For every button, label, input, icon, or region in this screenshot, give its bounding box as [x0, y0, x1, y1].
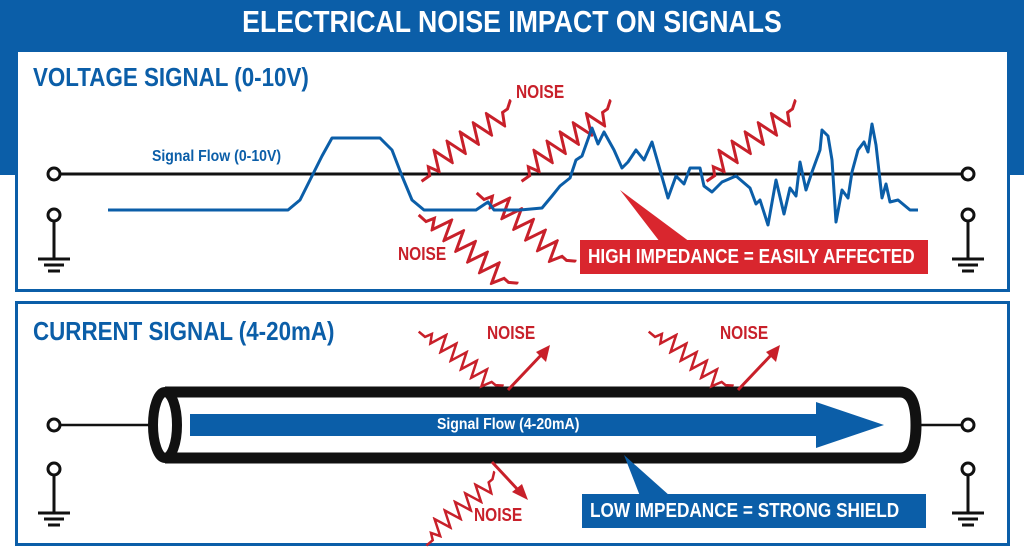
voltage-waveform [108, 122, 918, 227]
current-signal-flow-label: Signal Flow (4-20mA) [437, 416, 580, 433]
low-impedance-callout-text: LOW IMPEDANCE = STRONG SHIELD [590, 500, 900, 522]
signal-flow-arrow [190, 402, 884, 448]
low-impedance-callout: LOW IMPEDANCE = STRONG SHIELD [582, 494, 926, 528]
noise-label: NOISE [487, 323, 536, 343]
high-impedance-callout-text: HIGH IMPEDANCE = EASILY AFFECTED [588, 246, 915, 268]
current-panel-heading: CURRENT SIGNAL (4-20mA) [33, 316, 335, 346]
terminal-icon [46, 166, 62, 182]
ground-icon [952, 461, 984, 527]
callout-pointer [624, 455, 670, 496]
noise-label: NOISE [720, 323, 769, 343]
ground-icon [38, 461, 70, 527]
voltage-signal-flow-label: Signal Flow (0-10V) [152, 148, 282, 165]
terminal-icon [960, 417, 976, 433]
high-impedance-callout: HIGH IMPEDANCE = EASILY AFFECTED [580, 240, 928, 274]
callout-pointer [620, 190, 690, 242]
terminal-icon [960, 166, 976, 182]
deflected-noise-arrow-icon [415, 460, 528, 549]
noise-label: NOISE [516, 82, 565, 102]
terminal-icon [46, 417, 62, 433]
noise-label: NOISE [398, 244, 447, 264]
deflected-noise-arrow-icon [646, 318, 780, 399]
ground-icon [952, 207, 984, 273]
noise-label: NOISE [474, 505, 523, 525]
voltage-panel-heading: VOLTAGE SIGNAL (0-10V) [33, 62, 309, 92]
deflected-noise-arrow-icon [416, 318, 550, 399]
ground-icon [38, 207, 70, 273]
diagram-title: ELECTRICAL NOISE IMPACT ON SIGNALS [242, 4, 782, 39]
